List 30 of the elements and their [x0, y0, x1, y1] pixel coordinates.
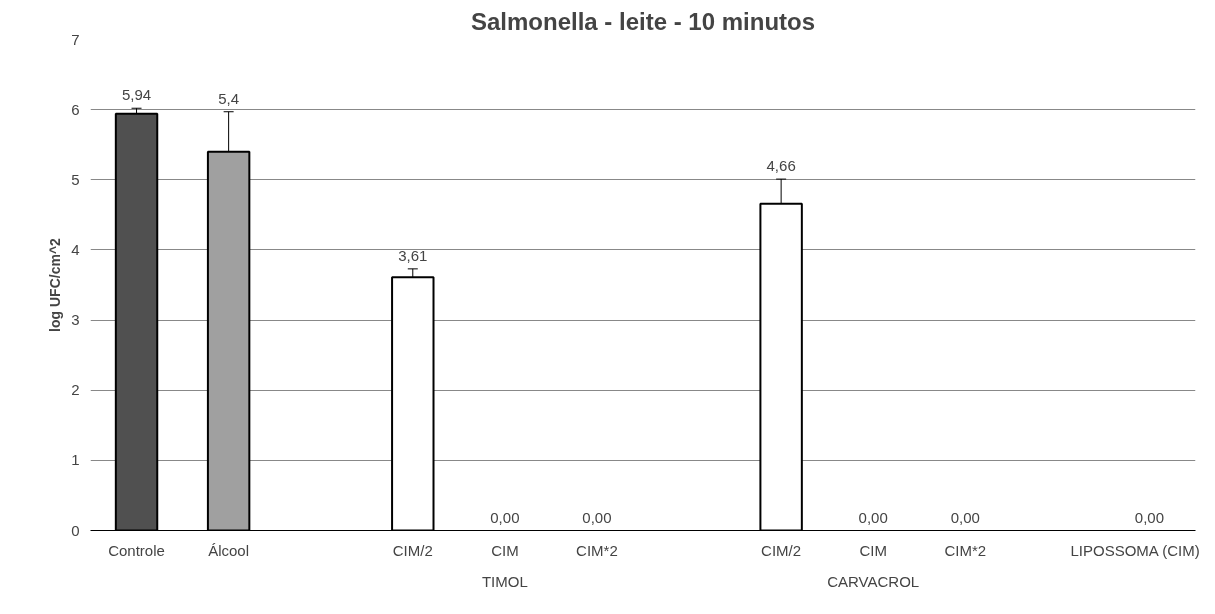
data-label: 0,00 [582, 508, 612, 526]
x-tick-label: CIM*2 [944, 541, 987, 559]
x-tick-label: CIM [859, 541, 887, 559]
data-label: 0,00 [858, 508, 888, 526]
x-tick-label: LIPOSSOMA (CIM) [1070, 541, 1200, 559]
y-axis-title: log UFC/cm^2 [47, 237, 64, 332]
text: CARVACROL [827, 572, 920, 590]
data-label: 5,4 [218, 89, 240, 107]
chart-title: Salmonella - leite - 10 minutos [470, 7, 816, 35]
x-tick-label: Controle [108, 541, 165, 559]
data-label: 5,94 [121, 86, 152, 104]
data-label: 0,00 [950, 508, 980, 526]
data-label: 3,61 [398, 246, 428, 264]
x-tick-label: Álcool [208, 541, 250, 559]
y-tick-label: 4 [71, 240, 80, 258]
data-label: 0,00 [1134, 508, 1165, 526]
y-tick-label: 6 [71, 100, 80, 118]
data-label: 4,66 [766, 157, 796, 175]
y-tick-label: 3 [71, 311, 80, 329]
x-tick-label: CIM*2 [576, 541, 618, 559]
x-tick-label: CIM/2 [392, 541, 433, 559]
y-tick-label: 0 [71, 521, 80, 539]
x-tick-label: CIM/2 [761, 541, 802, 559]
y-tick-label: 1 [71, 451, 80, 469]
data-label: 0,00 [490, 508, 520, 526]
y-tick-label: 5 [71, 170, 80, 188]
y-tick-label: 2 [71, 381, 80, 399]
x-tick-label: CIM [491, 541, 519, 559]
text: TIMOL [481, 572, 528, 590]
y-tick-label: 7 [71, 30, 80, 48]
